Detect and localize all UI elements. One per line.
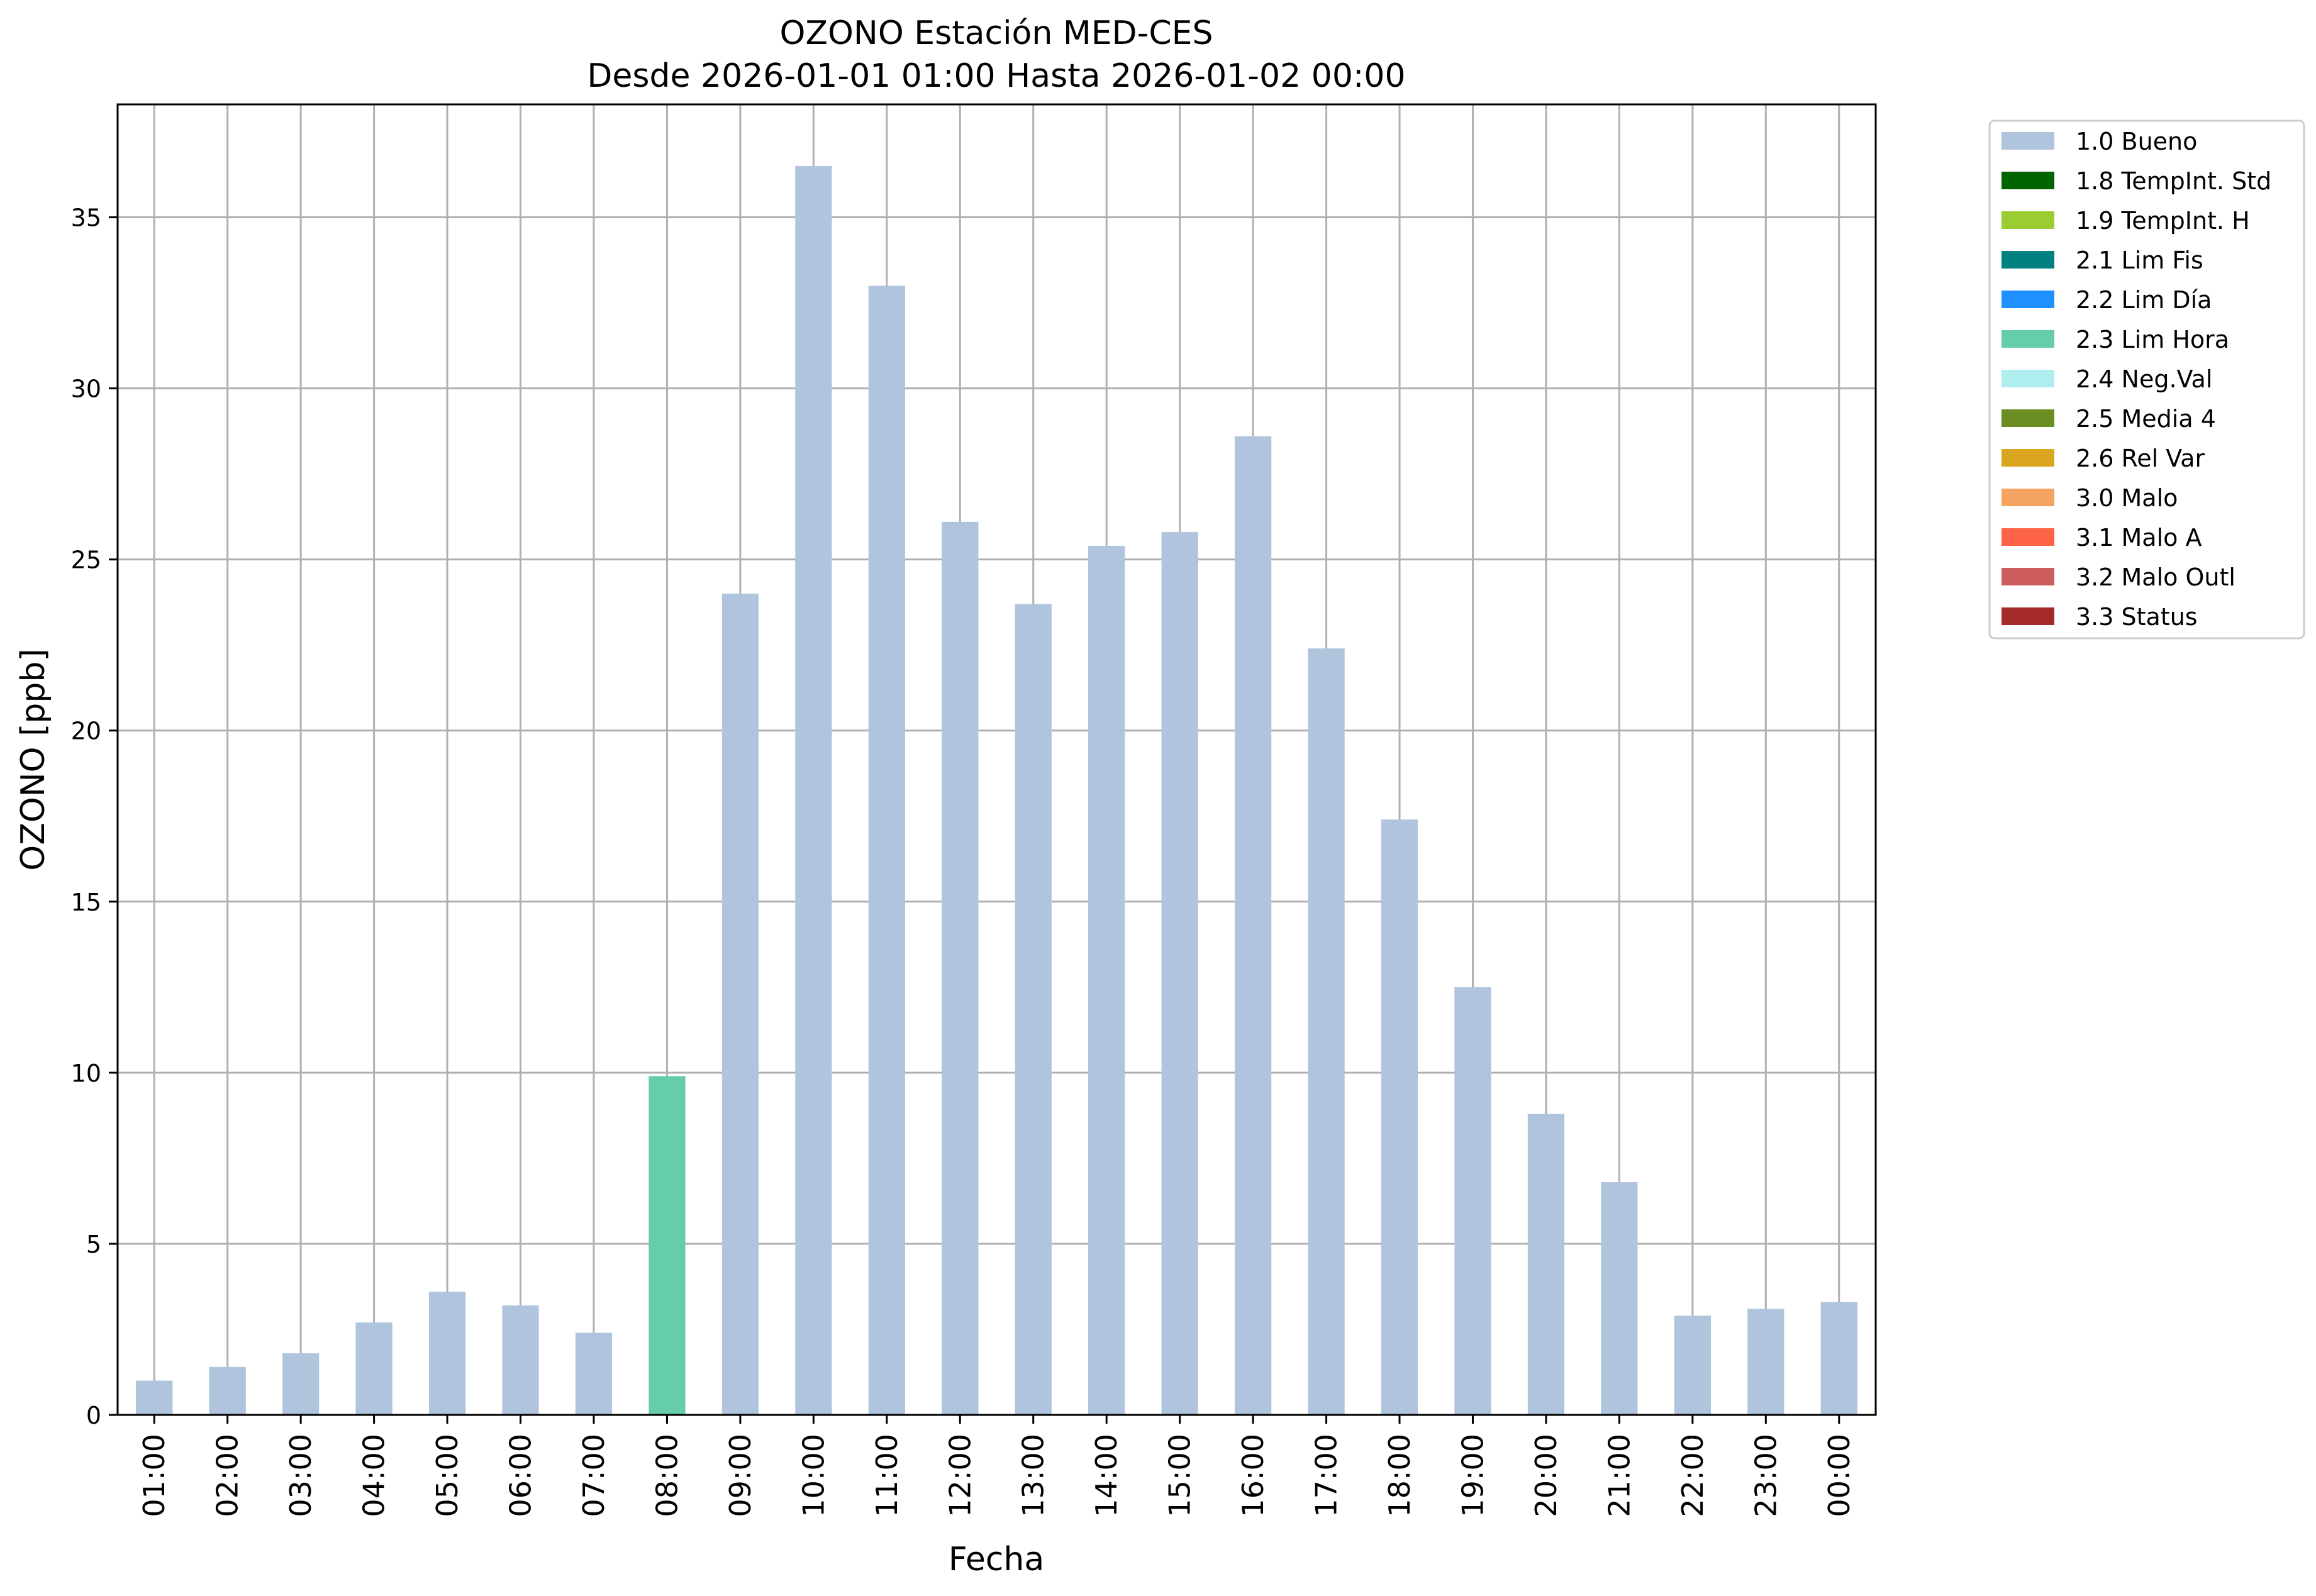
- x-tick-label: 23:00: [1749, 1434, 1783, 1517]
- legend-swatch: [2001, 607, 2054, 625]
- bar: [1527, 1114, 1565, 1415]
- axis-layer: 0 5 10 15 20 25 30 35 01:00 02:00 03:00 04:00 05:00 0…: [71, 204, 1856, 1517]
- y-tick-label: 35: [71, 204, 101, 232]
- legend-label: 1.9 TempInt. H: [2076, 207, 2250, 235]
- bar-layer: [136, 165, 1857, 1416]
- bar: [209, 1366, 246, 1415]
- x-tick-label: 01:00: [137, 1434, 171, 1517]
- legend-swatch: [2001, 132, 2054, 150]
- bar: [502, 1305, 539, 1415]
- legend: 1.0 Bueno 1.8 TempInt. Std 1.9 TempInt. H 2…: [1988, 119, 2305, 640]
- bar: [868, 285, 905, 1415]
- legend-label: 2.2 Lim Día: [2076, 286, 2212, 314]
- y-tick-label: 5: [86, 1231, 101, 1258]
- x-tick-label: 21:00: [1602, 1434, 1636, 1517]
- bar: [1747, 1309, 1784, 1415]
- x-tick-label: 15:00: [1163, 1434, 1197, 1517]
- x-axis-label: Fecha: [949, 1541, 1044, 1578]
- legend-label: 2.3 Lim Hora: [2076, 326, 2229, 353]
- legend-label: 3.2 Malo Outl: [2076, 563, 2235, 591]
- bar: [942, 521, 979, 1415]
- legend-swatch: [2001, 489, 2054, 506]
- y-tick-label: 30: [71, 375, 101, 403]
- bar: [1601, 1182, 1638, 1415]
- bar: [1015, 604, 1052, 1415]
- y-tick-label: 0: [86, 1402, 101, 1429]
- legend-swatch: [2001, 330, 2054, 348]
- x-tick-label: 20:00: [1529, 1434, 1563, 1517]
- bar: [1820, 1302, 1857, 1415]
- bar: [721, 594, 759, 1415]
- bar: [1234, 436, 1272, 1416]
- x-tick-label: 11:00: [870, 1434, 904, 1517]
- legend-swatch: [2001, 172, 2054, 189]
- legend-swatch: [2001, 449, 2054, 467]
- bar: [282, 1353, 320, 1415]
- legend-label: 2.5 Media 4: [2076, 405, 2216, 433]
- x-tick-label: 13:00: [1016, 1434, 1050, 1517]
- x-tick-label: 07:00: [577, 1434, 611, 1517]
- x-tick-label: 09:00: [723, 1434, 757, 1517]
- x-tick-label: 14:00: [1089, 1434, 1123, 1517]
- legend-label: 2.1 Lim Fis: [2076, 247, 2203, 274]
- bar: [649, 1076, 686, 1415]
- bar: [1308, 648, 1345, 1415]
- legend-swatch: [2001, 409, 2054, 427]
- bar: [136, 1380, 173, 1415]
- x-tick-label: 02:00: [211, 1434, 245, 1517]
- chart-subtitle: Desde 2026-01-01 01:00 Hasta 2026-01-02 …: [587, 57, 1405, 95]
- legend-label: 2.6 Rel Var: [2076, 445, 2205, 472]
- legend-label: 1.8 TempInt. Std: [2076, 167, 2271, 195]
- x-tick-label: 00:00: [1822, 1434, 1856, 1517]
- y-tick-label: 20: [71, 718, 101, 745]
- bar: [1674, 1316, 1711, 1415]
- legend-label: 1.0 Bueno: [2076, 128, 2197, 155]
- y-tick-label: 10: [71, 1060, 101, 1087]
- bar: [1088, 545, 1125, 1416]
- bar: [1161, 532, 1198, 1415]
- legend-swatch: [2001, 291, 2054, 308]
- x-tick-label: 22:00: [1676, 1434, 1710, 1517]
- legend-label: 2.4 Neg.Val: [2076, 365, 2212, 393]
- x-tick-label: 18:00: [1383, 1434, 1417, 1517]
- legend-swatch: [2001, 251, 2054, 269]
- legend-frame: [1988, 119, 2305, 640]
- legend-label: 3.1 Malo A: [2076, 524, 2202, 551]
- x-tick-label: 05:00: [430, 1434, 464, 1517]
- y-axis-label: OZONO [ppb]: [14, 648, 52, 870]
- y-tick-label: 25: [71, 546, 101, 574]
- legend-swatch: [2001, 528, 2054, 546]
- x-tick-label: 06:00: [504, 1434, 538, 1517]
- legend-swatch: [2001, 211, 2054, 229]
- x-tick-label: 03:00: [284, 1434, 318, 1517]
- x-tick-label: 16:00: [1236, 1434, 1270, 1517]
- bar: [355, 1322, 392, 1415]
- legend-swatch: [2001, 568, 2054, 585]
- legend-swatch: [2001, 370, 2054, 387]
- chart-title: OZONO Estación MED-CES: [779, 14, 1213, 52]
- bar: [575, 1333, 613, 1415]
- legend-items: 1.0 Bueno 1.8 TempInt. Std 1.9 TempInt. H 2…: [2001, 128, 2271, 631]
- bar: [795, 165, 832, 1415]
- legend-label: 3.0 Malo: [2076, 484, 2178, 512]
- bar: [1454, 987, 1491, 1415]
- plot-frame: [116, 103, 1877, 1416]
- y-tick-label: 15: [71, 889, 101, 916]
- x-tick-label: 12:00: [943, 1434, 977, 1517]
- legend-label: 3.3 Status: [2076, 603, 2198, 631]
- x-tick-label: 19:00: [1456, 1434, 1489, 1517]
- x-tick-label: 10:00: [796, 1434, 830, 1517]
- bar: [1381, 819, 1418, 1415]
- x-tick-label: 08:00: [650, 1434, 684, 1517]
- x-tick-label: 17:00: [1310, 1434, 1344, 1517]
- x-tick-label: 04:00: [357, 1434, 391, 1517]
- bar: [428, 1292, 466, 1415]
